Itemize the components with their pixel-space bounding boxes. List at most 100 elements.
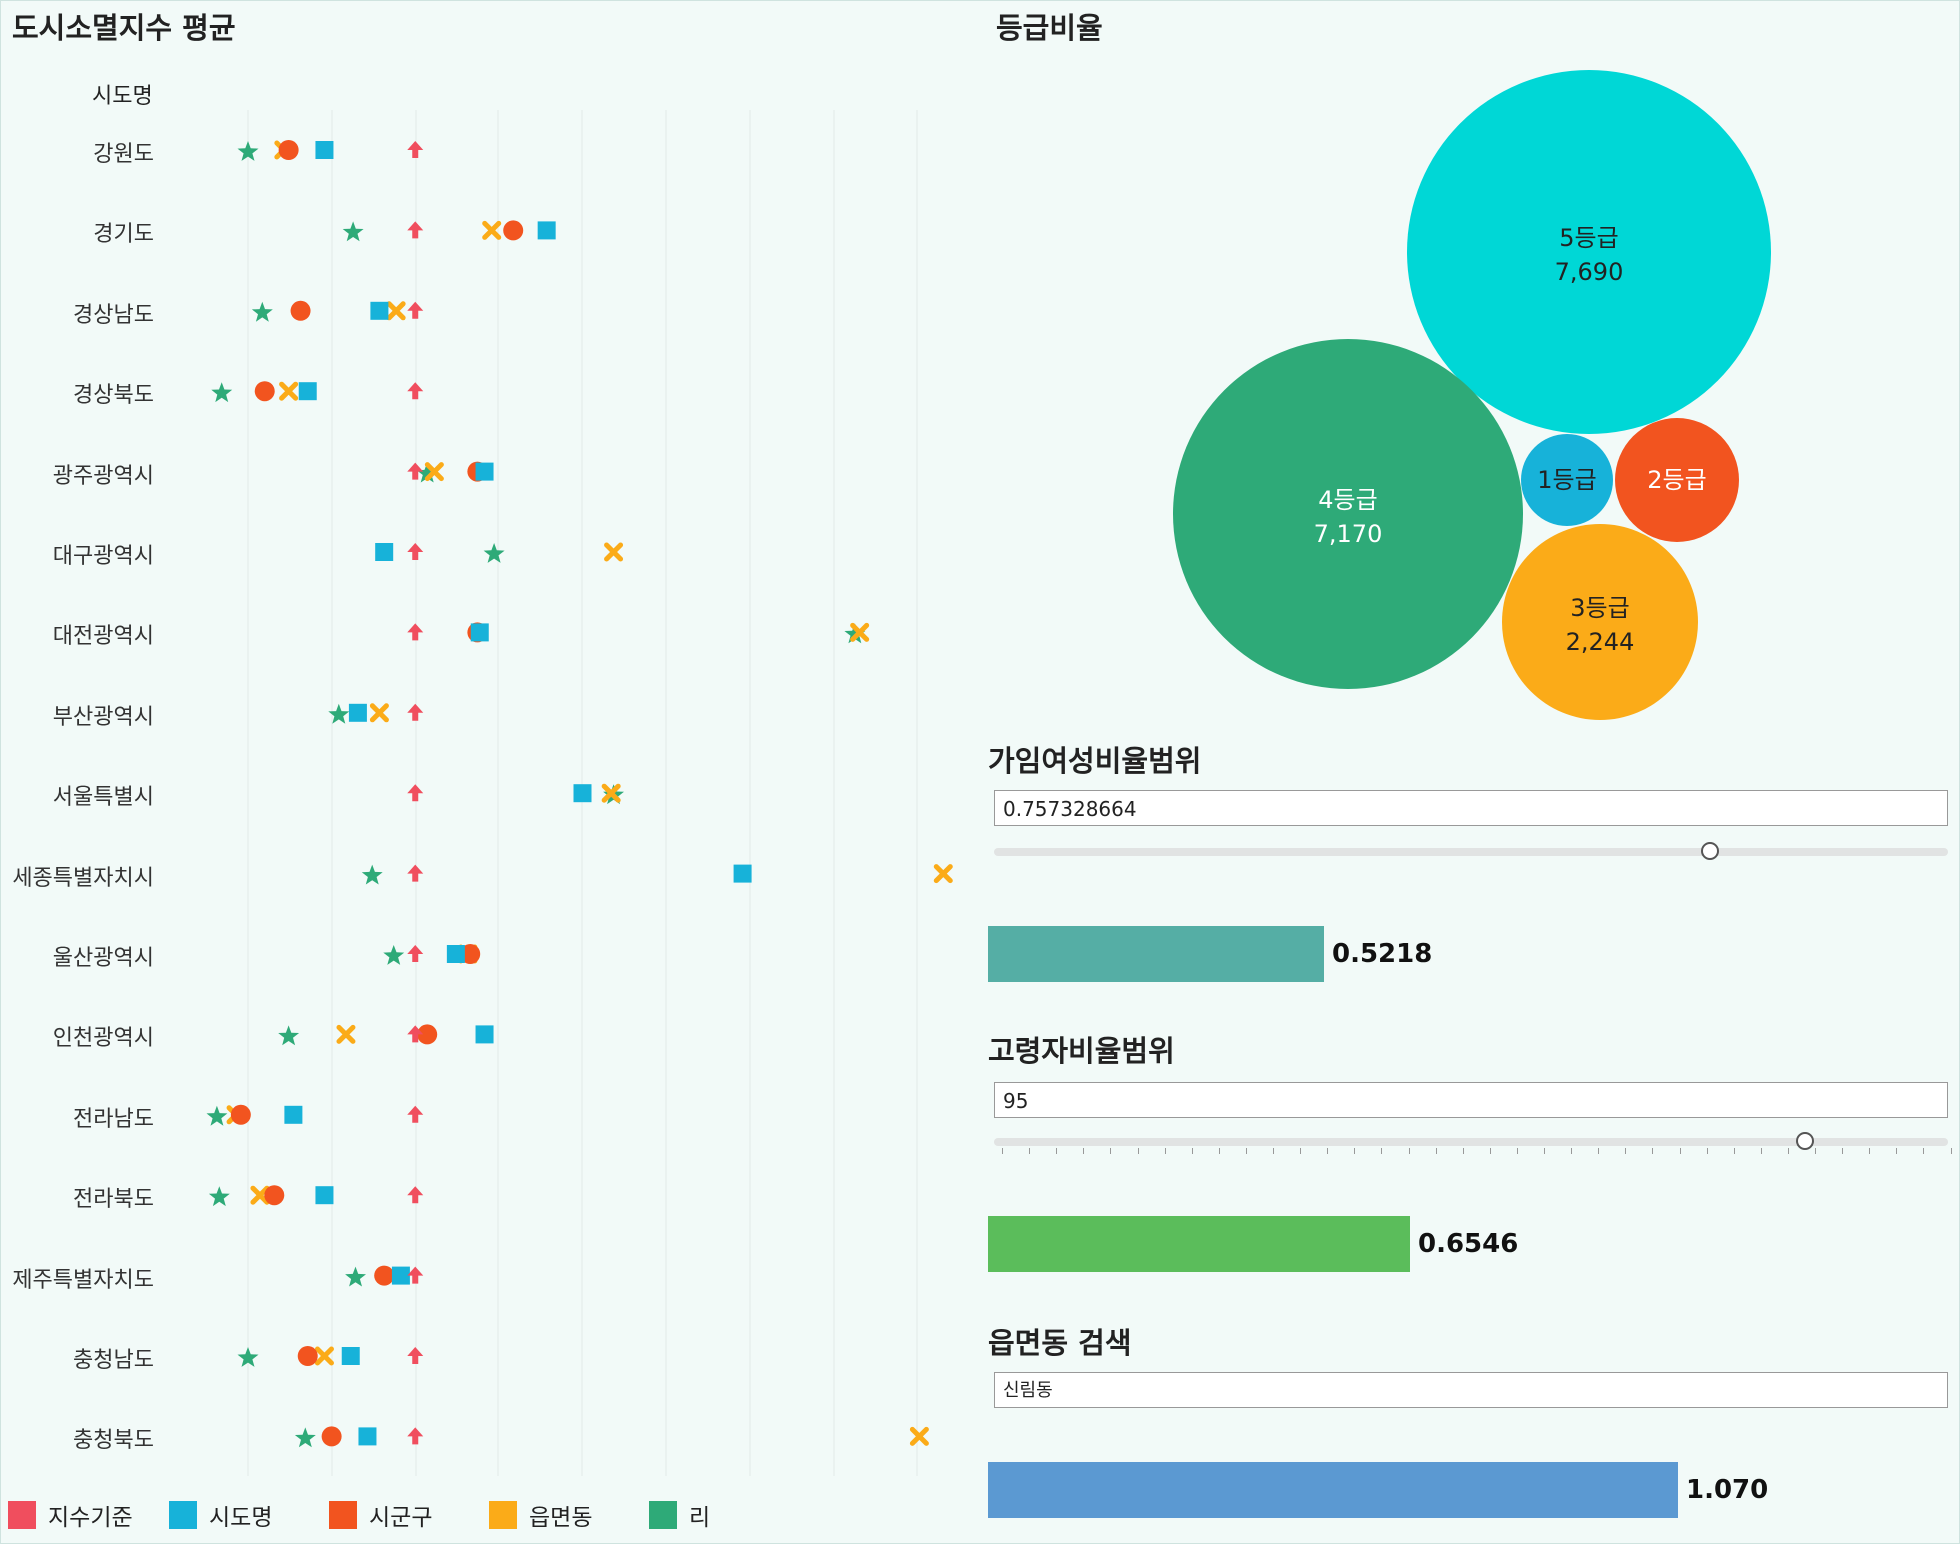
mark-village-star <box>208 1186 230 1207</box>
legend-item-town[interactable]: 읍면동 <box>489 1500 592 1531</box>
row-label: 서울특별시 <box>52 785 154 811</box>
slider-tick <box>1815 1148 1816 1154</box>
town-search-title: 읍면동 검색 <box>988 1326 1132 1360</box>
mark-village-star <box>328 703 350 724</box>
mark-index-basis-arrow <box>407 141 424 158</box>
elderly-value-bar <box>988 1216 1410 1272</box>
mark-province-square <box>370 301 389 320</box>
legend-item-city[interactable]: 시군구 <box>329 1500 432 1531</box>
row-marks <box>278 1024 494 1046</box>
elderly-slider-track[interactable] <box>994 1138 1948 1146</box>
slider-tick <box>1273 1148 1274 1154</box>
bubble-title: 등급비율 <box>996 11 1103 45</box>
slider-tick <box>1056 1148 1058 1154</box>
mark-village-star <box>383 945 405 965</box>
row-label: 울산광역시 <box>52 946 154 971</box>
fertility-slider-thumb[interactable] <box>1700 842 1719 860</box>
mark-province-square <box>341 1347 360 1365</box>
slider-tick <box>1435 1148 1437 1154</box>
slider-tick <box>1137 1148 1139 1154</box>
mark-city-circle <box>321 1426 342 1447</box>
grade-bubble[interactable]: 3등급 2,244 <box>1502 524 1698 720</box>
slider-tick <box>1923 1148 1925 1154</box>
grade-bubble-chart: 5등급 7,690 4등급 7,170 3등급 2,244 2등급 1등급 <box>1173 70 1771 720</box>
mark-city-circle <box>503 220 524 241</box>
slider-tick <box>1896 1148 1898 1154</box>
row-marks <box>407 622 870 644</box>
slider-tick <box>1354 1148 1356 1154</box>
slider-tick <box>1408 1148 1410 1154</box>
row-label: 세종특별자치시 <box>12 865 154 891</box>
fertility-range-input[interactable]: 0.757328664 <box>994 790 1948 826</box>
row-marks <box>342 220 556 242</box>
slider-tick <box>1462 1148 1464 1154</box>
slider-tick <box>1706 1148 1708 1154</box>
legend-item-index-basis[interactable]: 지수기준 <box>8 1500 133 1531</box>
slider-tick <box>1950 1148 1952 1154</box>
legend-item-province[interactable]: 시도명 <box>169 1500 272 1531</box>
row-marks <box>407 783 624 805</box>
grade-bubble[interactable]: 1등급 <box>1521 434 1613 526</box>
slider-tick <box>1110 1148 1112 1154</box>
slider-tick <box>1191 1148 1193 1154</box>
mark-province-square <box>284 1105 303 1124</box>
mark-village-star <box>294 1427 316 1448</box>
mark-village-star <box>251 301 273 322</box>
fertility-slider-track[interactable] <box>994 848 1948 856</box>
slider-tick <box>1842 1148 1844 1154</box>
slider-tick <box>1327 1148 1329 1154</box>
row-label: 광주광역시 <box>52 463 154 489</box>
elderly-slider-thumb[interactable] <box>1795 1132 1814 1150</box>
mark-city-circle <box>278 140 299 160</box>
mark-province-square <box>298 382 317 401</box>
legend-swatch <box>489 1501 517 1529</box>
grade-bubble[interactable]: 5등급 7,690 <box>1407 70 1771 434</box>
slider-tick <box>1516 1148 1518 1154</box>
slider-tick <box>1571 1148 1573 1154</box>
row-label: 대전광역시 <box>52 624 154 650</box>
mark-province-square <box>375 543 394 561</box>
legend-swatch <box>329 1501 357 1529</box>
grade-bubble[interactable]: 4등급 7,170 <box>1173 339 1523 689</box>
town-value-label: 1.070 <box>1686 1475 1769 1505</box>
slider-tick <box>1300 1148 1302 1154</box>
mark-town-cross <box>250 1185 270 1205</box>
elderly-range-input[interactable]: 95 <box>994 1082 1948 1118</box>
mark-town-cross <box>604 542 624 562</box>
mark-index-basis-arrow <box>407 623 424 641</box>
row-label: 전라북도 <box>73 1187 154 1213</box>
mark-village-star <box>416 462 438 483</box>
mark-index-basis-arrow <box>407 221 424 239</box>
mark-province-square <box>315 1186 334 1205</box>
slider-tick <box>1869 1148 1871 1154</box>
row-label: 충청북도 <box>73 1428 154 1454</box>
legend-item-village[interactable]: 리 <box>649 1500 710 1531</box>
row-marks <box>383 944 481 965</box>
mark-village-star <box>211 382 233 403</box>
fertility-value-label: 0.5218 <box>1332 939 1433 969</box>
mark-town-cross <box>314 1346 334 1366</box>
row-label: 부산광역시 <box>52 704 154 730</box>
mark-town-cross <box>424 462 444 482</box>
grade-bubble[interactable]: 2등급 <box>1615 418 1739 542</box>
row-marks <box>328 703 424 724</box>
row-marks <box>407 461 494 483</box>
mark-city-circle <box>374 1265 395 1286</box>
mark-city-circle <box>460 944 481 964</box>
mark-province-square <box>391 1266 410 1285</box>
mark-index-basis-arrow <box>407 945 424 962</box>
mark-index-basis-arrow <box>407 1025 424 1043</box>
legend-swatch <box>649 1501 677 1529</box>
mark-province-square <box>733 864 752 883</box>
town-search-input[interactable]: 신림동 <box>994 1372 1948 1408</box>
mark-province-square <box>470 623 489 642</box>
bubble-label: 1등급 <box>1537 466 1596 494</box>
mark-index-basis-arrow <box>407 1105 424 1123</box>
row-marks <box>294 1426 929 1448</box>
legend-label: 지수기준 <box>48 1505 133 1531</box>
mark-city-circle <box>417 1024 438 1045</box>
mark-index-basis-arrow <box>407 1186 424 1204</box>
bubble-value: 7,170 <box>1314 520 1383 548</box>
fertility-value-bar <box>988 926 1324 982</box>
mark-town-cross <box>386 301 406 321</box>
